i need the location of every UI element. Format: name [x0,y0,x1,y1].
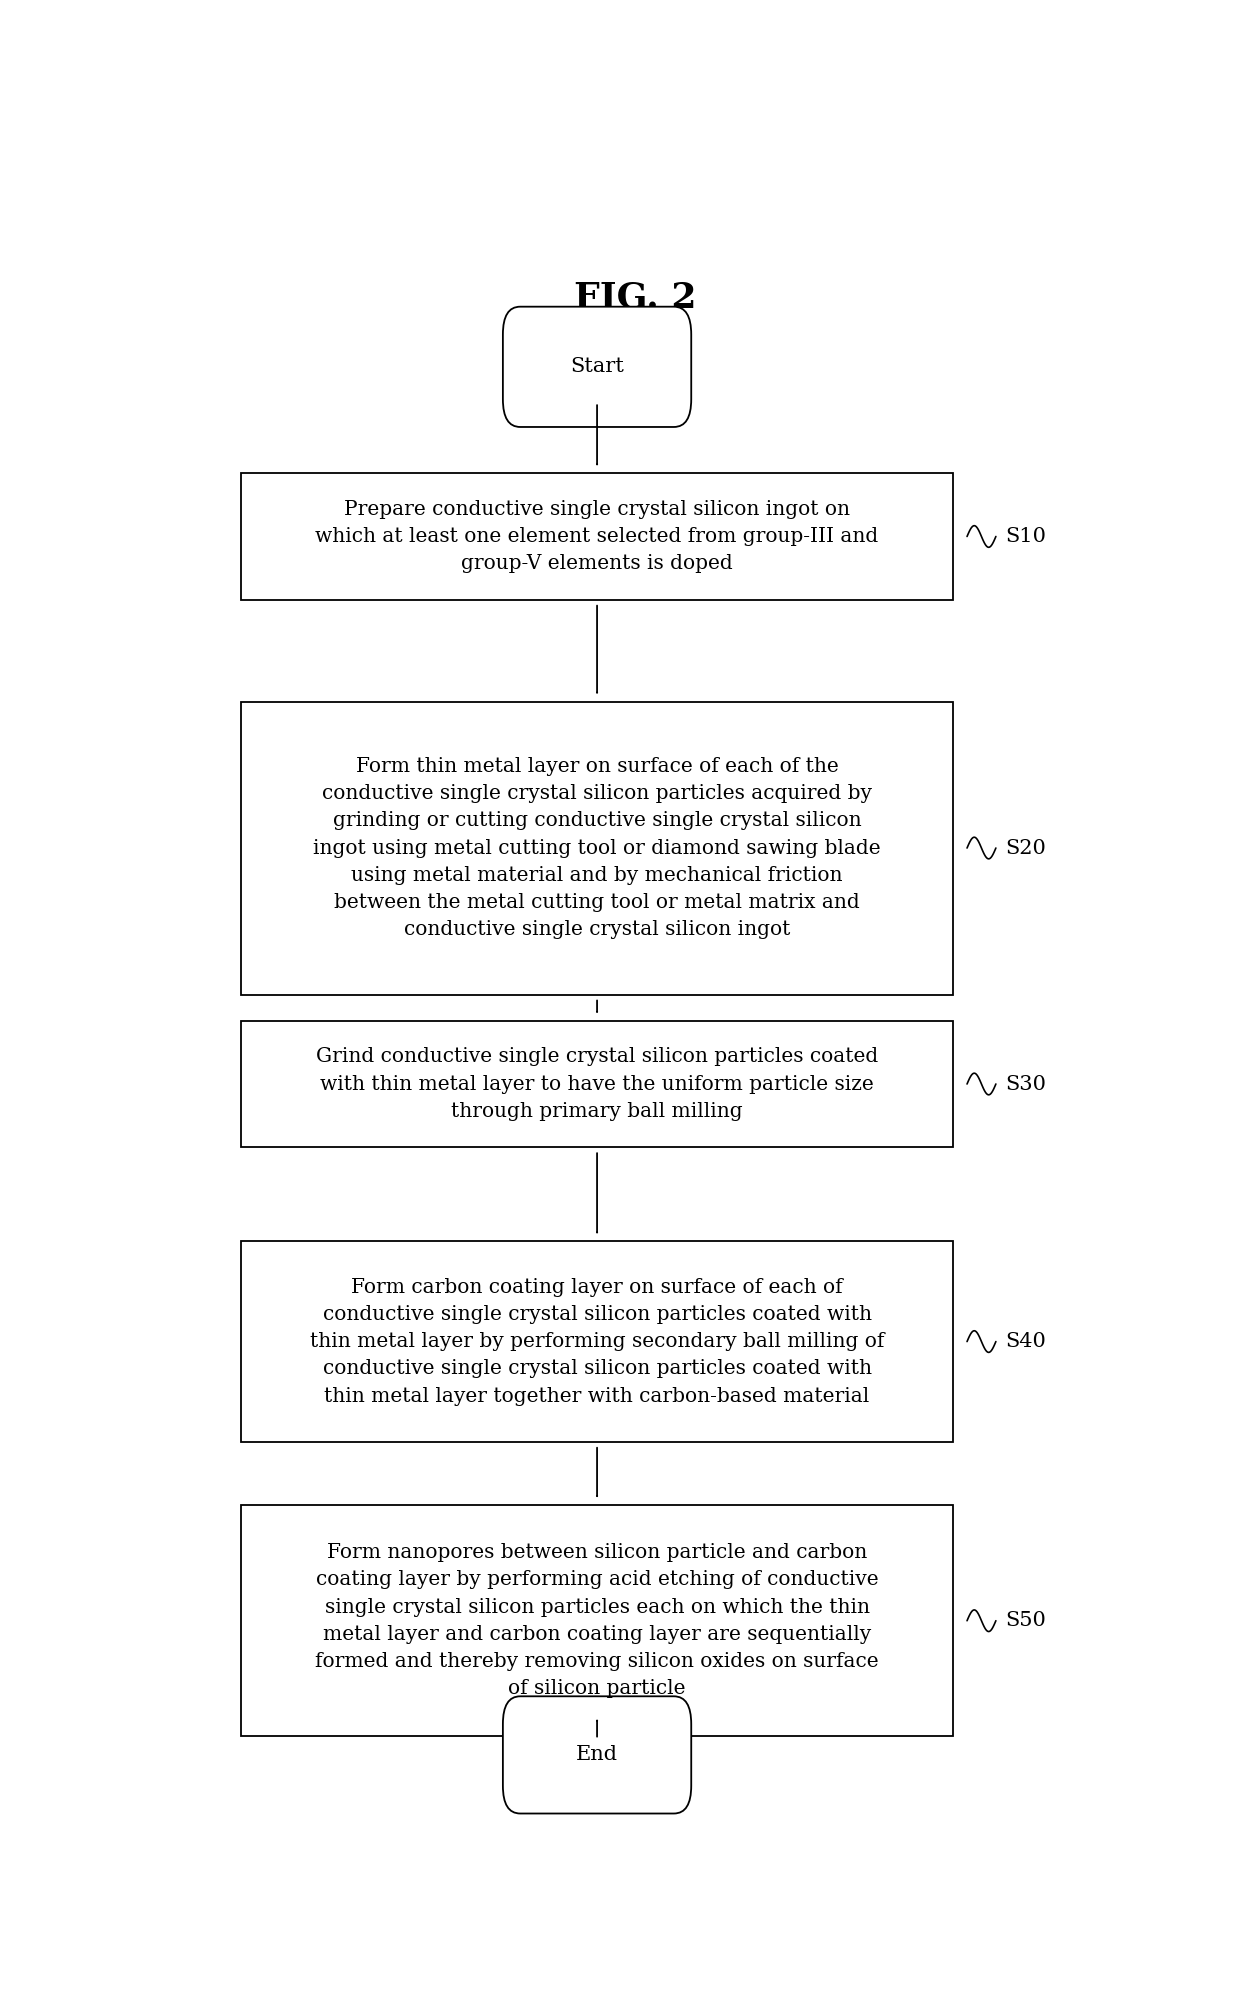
Text: Prepare conductive single crystal silicon ingot on
which at least one element se: Prepare conductive single crystal silico… [315,499,879,573]
Text: S50: S50 [1006,1610,1047,1630]
FancyBboxPatch shape [503,1697,691,1813]
Text: S20: S20 [1006,839,1047,857]
FancyBboxPatch shape [242,1022,952,1148]
Text: End: End [577,1745,618,1765]
FancyBboxPatch shape [242,1242,952,1442]
FancyBboxPatch shape [503,306,691,427]
Text: S30: S30 [1006,1074,1047,1094]
Text: Form carbon coating layer on surface of each of
conductive single crystal silico: Form carbon coating layer on surface of … [310,1278,884,1406]
Text: FIG. 2: FIG. 2 [574,280,697,314]
Text: Grind conductive single crystal silicon particles coated
with thin metal layer t: Grind conductive single crystal silicon … [316,1048,878,1122]
Text: Form thin metal layer on surface of each of the
conductive single crystal silico: Form thin metal layer on surface of each… [314,757,880,939]
FancyBboxPatch shape [242,473,952,599]
Text: Start: Start [570,357,624,377]
Text: S10: S10 [1006,527,1047,547]
FancyBboxPatch shape [242,701,952,995]
FancyBboxPatch shape [242,1504,952,1737]
Text: Form nanopores between silicon particle and carbon
coating layer by performing a: Form nanopores between silicon particle … [315,1542,879,1699]
Text: S40: S40 [1006,1332,1047,1352]
